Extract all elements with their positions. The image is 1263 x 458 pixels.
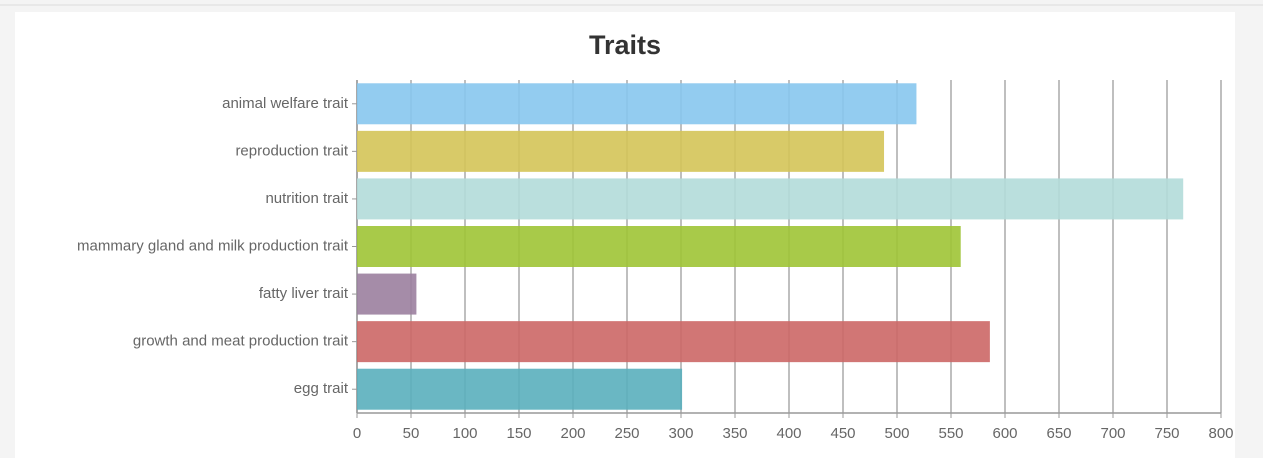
chart-title: Traits xyxy=(589,30,661,60)
x-tick-label: 300 xyxy=(668,425,693,442)
x-tick-label: 700 xyxy=(1100,425,1125,442)
bar xyxy=(357,130,885,172)
bar xyxy=(357,83,917,125)
y-tick-label: reproduction trait xyxy=(235,142,348,159)
x-tick-label: 400 xyxy=(776,425,801,442)
x-tick-label: 200 xyxy=(560,425,585,442)
x-tick-label: 350 xyxy=(722,425,747,442)
x-tick-label: 600 xyxy=(992,425,1017,442)
x-tick-label: 650 xyxy=(1046,425,1071,442)
x-tick-label: 100 xyxy=(452,425,477,442)
x-tick-label: 50 xyxy=(403,425,420,442)
x-tick-label: 450 xyxy=(830,425,855,442)
x-tick-label: 250 xyxy=(614,425,639,442)
bar xyxy=(357,178,1184,220)
y-tick-label: animal welfare trait xyxy=(222,95,349,112)
x-tick-label: 550 xyxy=(938,425,963,442)
y-tick-label: egg trait xyxy=(294,380,349,397)
y-tick-label: nutrition trait xyxy=(265,190,348,207)
x-tick-label: 800 xyxy=(1208,425,1233,442)
y-tick-label: mammary gland and milk production trait xyxy=(77,237,349,254)
bar xyxy=(357,368,683,410)
bar xyxy=(357,226,961,267)
x-tick-label: 150 xyxy=(506,425,531,442)
y-tick-label: growth and meat production trait xyxy=(133,333,349,350)
x-tick-label: 500 xyxy=(884,425,909,442)
x-tick-label: 0 xyxy=(353,425,361,442)
bar xyxy=(357,273,417,315)
y-tick-label: fatty liver trait xyxy=(259,285,349,302)
x-tick-label: 750 xyxy=(1154,425,1179,442)
bar xyxy=(357,321,990,363)
